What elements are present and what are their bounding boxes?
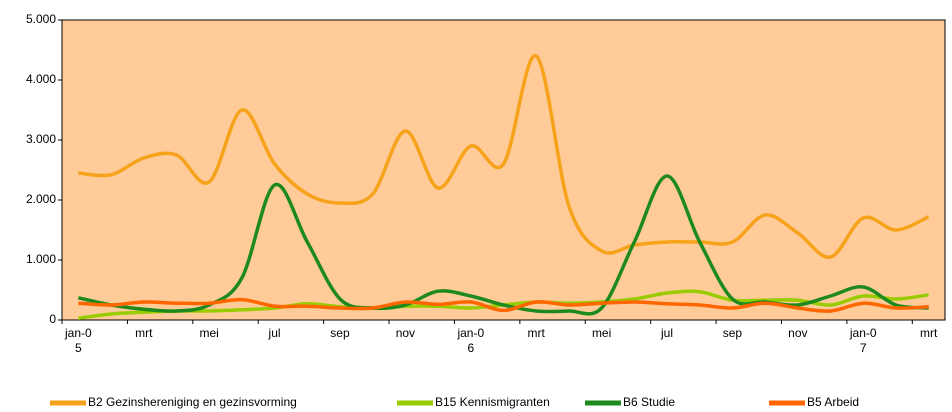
- y-tick-label: 3.000: [26, 132, 56, 146]
- y-tick-label: 2.000: [26, 192, 56, 206]
- x-tick-label: jan-05: [65, 326, 92, 355]
- x-tick-label: sep: [722, 326, 743, 340]
- legend-label: B6 Studie: [623, 395, 675, 409]
- series-line: [78, 54, 930, 259]
- x-tick-label: jan-07: [849, 326, 877, 355]
- y-tick-label: 5.000: [26, 12, 56, 26]
- legend-label: B2 Gezinshereniging en gezinsvorming: [88, 395, 297, 409]
- x-tick-label: jan-06: [457, 326, 485, 355]
- x-tick-label: jul: [661, 326, 674, 340]
- y-tick-label: 1.000: [26, 252, 56, 266]
- series-line: [78, 297, 929, 313]
- x-tick-label: mrt: [135, 326, 153, 340]
- x-tick-label: sep: [330, 326, 350, 340]
- x-tick-label: mrt: [919, 326, 938, 340]
- x-tick-label: mei: [591, 326, 612, 340]
- legend-label: B5 Arbeid: [807, 395, 859, 409]
- y-tick-label: 4.000: [26, 72, 56, 86]
- x-tick-label: mrt: [527, 326, 545, 340]
- x-tick-label: nov: [788, 326, 808, 340]
- x-tick-label: jul: [268, 326, 281, 340]
- x-tick-label: nov: [395, 326, 416, 340]
- y-tick-label: 0: [49, 312, 56, 326]
- x-tick-label: mei: [199, 326, 219, 340]
- plot-area: [61, 19, 946, 321]
- legend-label: B15 Kennismigranten: [435, 395, 550, 409]
